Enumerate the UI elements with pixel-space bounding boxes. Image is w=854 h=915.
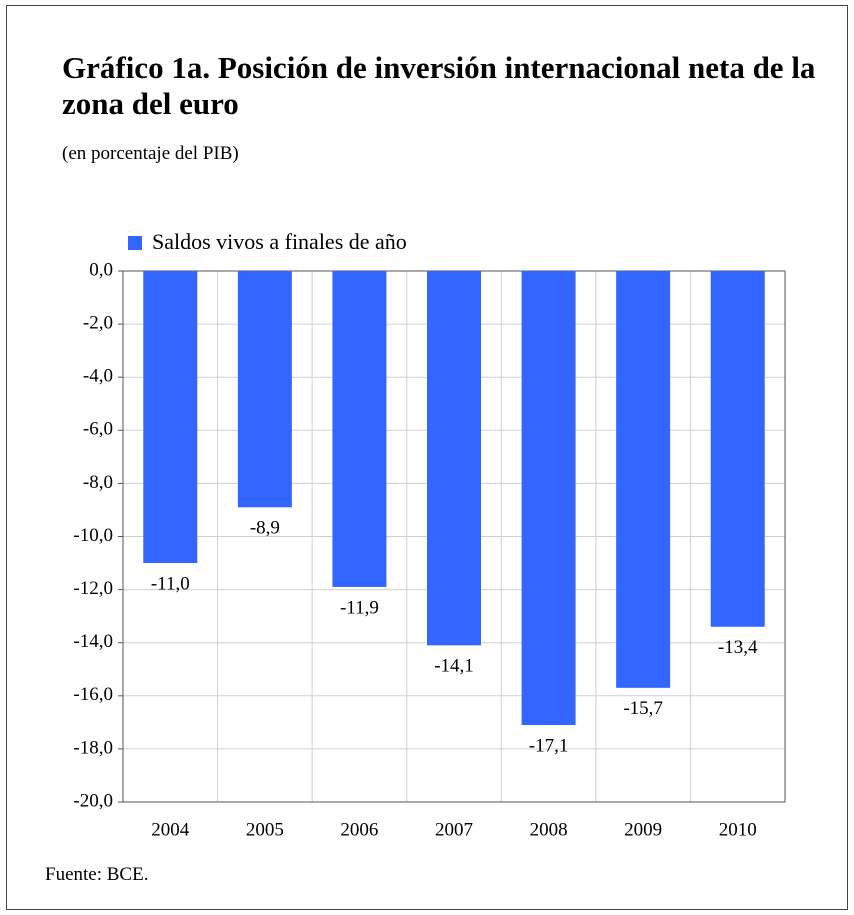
data-label: -14,1	[434, 656, 474, 677]
y-tick-label: -14,0	[73, 631, 113, 652]
frame	[6, 5, 848, 910]
legend-label: Saldos vivos a finales de año	[152, 229, 407, 254]
x-tick-label: 2010	[719, 819, 757, 840]
source-note: Fuente: BCE.	[45, 864, 149, 885]
data-label: -15,7	[623, 698, 663, 719]
chart-title: Gráfico 1a. Posición de inversión intern…	[62, 50, 816, 121]
bar	[332, 271, 387, 587]
y-tick-label: 0,0	[89, 259, 113, 280]
chart-subtitle: (en porcentaje del PIB)	[62, 143, 239, 164]
y-tick-label: -16,0	[73, 684, 113, 705]
data-label: -11,9	[340, 597, 379, 618]
y-tick-label: -12,0	[73, 578, 113, 599]
y-tick-label: -2,0	[83, 312, 113, 333]
x-tick-label: 2004	[151, 819, 190, 840]
data-label: -11,0	[151, 573, 190, 594]
bar	[521, 271, 576, 726]
bar	[710, 271, 765, 627]
y-tick-label: -18,0	[73, 737, 113, 758]
data-label: -13,4	[718, 637, 758, 658]
y-tick-label: -20,0	[73, 790, 113, 811]
x-tick-label: 2008	[530, 819, 568, 840]
data-label: -8,9	[250, 518, 280, 539]
bar	[237, 271, 292, 508]
y-tick-label: -4,0	[83, 366, 113, 387]
x-tick-label: 2005	[246, 819, 284, 840]
x-tick-label: 2009	[624, 819, 662, 840]
x-tick-label: 2007	[435, 819, 473, 840]
y-tick-label: -8,0	[83, 472, 113, 493]
x-tick-label: 2006	[340, 819, 378, 840]
legend-swatch	[128, 236, 142, 250]
y-tick-label: -10,0	[73, 525, 113, 546]
bar	[616, 271, 671, 688]
y-tick-label: -6,0	[83, 419, 113, 440]
bar	[143, 271, 198, 564]
data-label: -17,1	[529, 735, 569, 756]
bar	[427, 271, 481, 646]
